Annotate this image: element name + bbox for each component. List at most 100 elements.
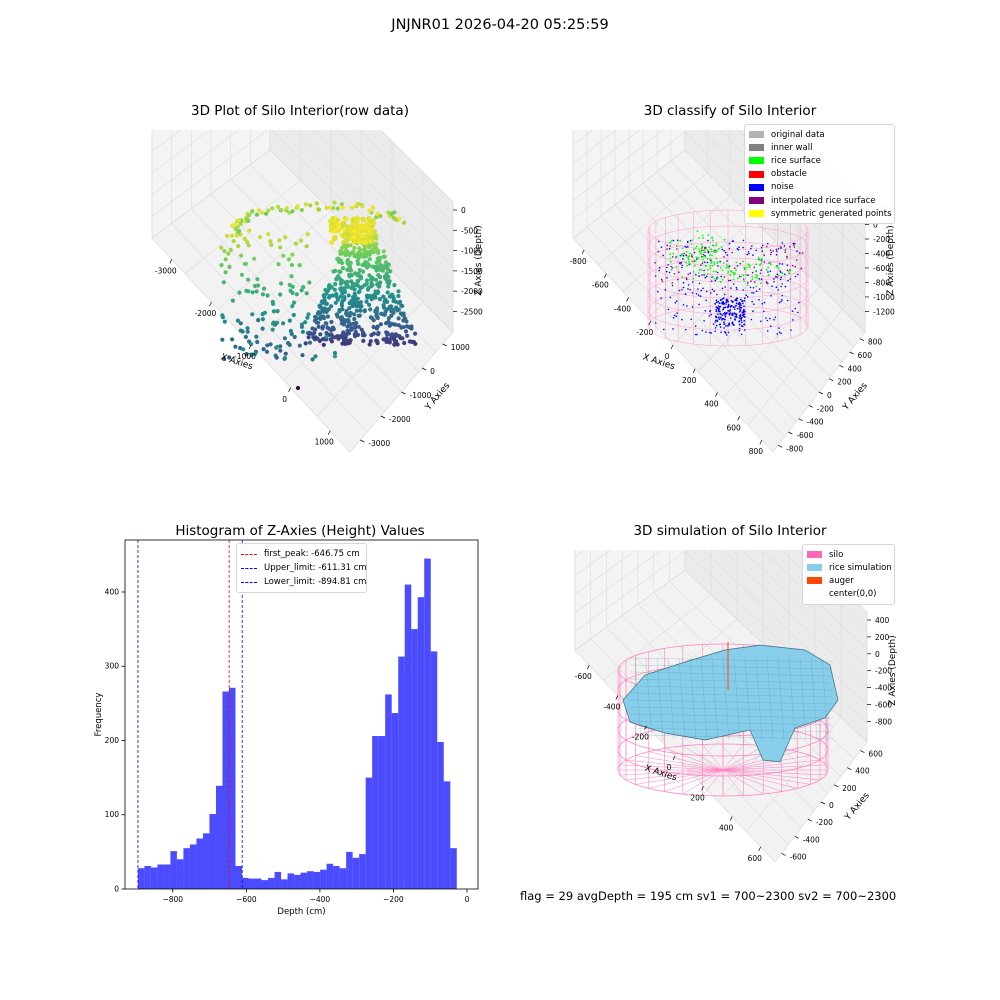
- noise-point: [741, 314, 744, 317]
- scatter-point: [270, 321, 276, 326]
- scatter-point: [243, 334, 248, 339]
- rice-surface-point: [717, 247, 720, 250]
- interpolated-point: [683, 252, 685, 255]
- rice-surface-point: [703, 249, 705, 252]
- scatter-point: [362, 333, 367, 338]
- rice-surface-point: [709, 254, 711, 257]
- histogram-bar: [430, 651, 438, 889]
- rice-surface-point: [713, 263, 716, 265]
- scatter-point: [384, 271, 389, 276]
- noise-point: [766, 242, 769, 245]
- x-tick-label: -400: [603, 702, 620, 711]
- scatter-point: [332, 354, 338, 359]
- y-tick-label: -600: [796, 431, 813, 440]
- z-tick-label: -1000: [873, 293, 895, 302]
- noise-point: [705, 299, 707, 302]
- noise-point: [715, 299, 718, 302]
- noise-point: [740, 321, 743, 324]
- rice-surface-point: [721, 278, 724, 281]
- scatter-point: [350, 205, 355, 210]
- scatter-point: [367, 223, 372, 228]
- noise-point: [676, 312, 678, 314]
- x-tick: [604, 273, 607, 278]
- scatter-point: [398, 336, 403, 341]
- noise-point: [718, 318, 721, 320]
- scatter-point: [397, 216, 402, 221]
- scatter-point: [255, 277, 260, 282]
- mesh-line: [667, 657, 675, 741]
- noise-point: [691, 292, 694, 294]
- rice-surface-mesh: [629, 657, 834, 741]
- noise-point: [747, 274, 749, 276]
- noise-point: [780, 271, 782, 273]
- z-tick-label: 0: [875, 650, 880, 659]
- x-tick: [729, 816, 733, 821]
- scatter-point: [368, 339, 373, 344]
- noise-point: [715, 315, 717, 318]
- legend-label: inner wall: [771, 142, 813, 153]
- interpolated-point: [753, 266, 756, 269]
- interpolated-point: [800, 267, 802, 270]
- legend-label: interpolated rice surface: [771, 195, 876, 206]
- interpolated-point: [701, 249, 703, 251]
- scatter-point: [320, 337, 325, 342]
- rice-surface-point: [698, 268, 701, 271]
- silo-floor-spoke: [625, 759, 724, 771]
- x-tick: [648, 321, 652, 326]
- interpolated-point: [775, 250, 778, 253]
- noise-point: [784, 273, 786, 275]
- grid-line: [572, 130, 866, 296]
- rice-surface-point: [700, 243, 703, 246]
- scatter-point: [356, 324, 361, 329]
- scatter-point: [340, 341, 345, 346]
- scatter-point: [341, 286, 346, 291]
- noise-point: [725, 301, 728, 304]
- noise-point: [793, 242, 796, 245]
- scatter-point: [356, 313, 361, 318]
- scatter-point: [381, 249, 386, 254]
- scatter-point: [242, 261, 248, 267]
- scatter-point: [330, 325, 336, 330]
- noise-point: [779, 278, 782, 281]
- scatter-point: [362, 217, 367, 222]
- x-tick-label: −800: [162, 895, 183, 904]
- x-tick-label: -200: [636, 328, 653, 337]
- legend-label: symmetric generated points: [771, 208, 892, 219]
- rice-surface-point: [708, 246, 711, 249]
- noise-point: [738, 323, 741, 326]
- scatter-point: [254, 289, 259, 294]
- interpolated-point: [770, 253, 772, 256]
- scatter-point: [256, 283, 261, 288]
- histogram-bar: [411, 629, 418, 889]
- rice-surface-point: [685, 250, 688, 253]
- rice-surface-point: [692, 248, 695, 251]
- noise-point: [687, 288, 689, 290]
- noise-point: [663, 328, 665, 331]
- rice-surface-point: [712, 270, 715, 273]
- noise-point: [786, 264, 789, 267]
- noise-point: [721, 302, 723, 305]
- scatter-point: [338, 281, 344, 286]
- y-tick: [859, 338, 865, 341]
- noise-point: [676, 239, 679, 242]
- rice-surface-point: [715, 243, 718, 245]
- noise-point: [717, 313, 719, 315]
- noise-point: [798, 301, 800, 304]
- z-tick-label: -400: [875, 684, 892, 693]
- noise-point: [723, 313, 725, 315]
- legend-label: noise: [771, 182, 794, 193]
- interpolated-point: [779, 270, 781, 272]
- x-tick-label: −200: [383, 895, 404, 904]
- histogram-bar: [378, 736, 386, 889]
- classify-points: [654, 230, 804, 336]
- noise-point: [719, 299, 722, 301]
- scatter-point: [336, 274, 341, 279]
- noise-point: [657, 290, 659, 293]
- noise-point: [669, 296, 672, 299]
- scatter-point: [349, 327, 354, 332]
- z-tick-label: -800: [873, 278, 890, 287]
- rice-surface-point: [730, 270, 733, 273]
- rice-surface-point: [727, 271, 729, 273]
- classify-panel-title: 3D classify of Silo Interior: [643, 103, 817, 119]
- noise-point: [687, 284, 690, 286]
